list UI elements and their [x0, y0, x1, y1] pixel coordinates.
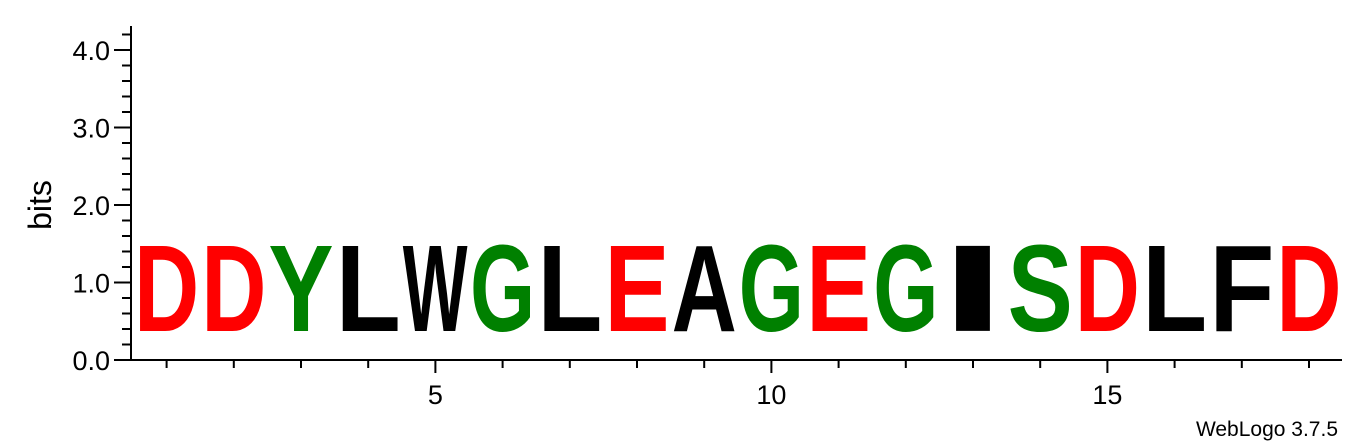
logo-letter: W: [403, 221, 468, 358]
y-tick-label: 2.0: [72, 191, 110, 221]
logo-letter-pos-4: L: [336, 221, 401, 358]
y-axis-ticks: 0.0 1.0 2.0 3.0 4.0: [72, 35, 131, 377]
logo-letter: D: [1276, 219, 1341, 357]
logo-letter-pos-12: G: [873, 220, 938, 358]
y-tick-label: 4.0: [72, 36, 110, 66]
logo-letter-pos-11: E: [806, 219, 871, 358]
logo-letter-pos-6: G: [470, 220, 535, 358]
logo-letter-pos-18: D: [1276, 219, 1341, 357]
logo-letter: S: [1008, 219, 1073, 358]
logo-letter-pos-7: L: [537, 221, 602, 358]
logo-letter: F: [1209, 221, 1274, 358]
y-axis-title: bits: [22, 180, 58, 230]
logo-letter-pos-13: I: [940, 219, 1005, 357]
logo-letter: A: [672, 219, 737, 357]
x-tick-label: 15: [1092, 380, 1122, 410]
logo-letter: D: [134, 219, 199, 357]
logo-letter: I: [940, 219, 1005, 357]
logo-letter: L: [537, 221, 602, 358]
logo-letter: G: [873, 220, 938, 358]
logo-letter: E: [604, 219, 669, 358]
logo-letter-pos-8: E: [604, 219, 669, 358]
x-axis-ticks: 5 10 15: [167, 360, 1309, 410]
logo-letter-pos-1: D: [134, 219, 199, 357]
logo-letter: D: [201, 219, 266, 357]
logo-letter: G: [470, 220, 535, 358]
logo-letter: Y: [268, 219, 333, 358]
logo-letter-pos-14: S: [1008, 219, 1073, 358]
logo-letter-pos-17: F: [1209, 221, 1274, 358]
logo-letter: L: [336, 221, 401, 358]
logo-letter: D: [1075, 219, 1140, 357]
logo-letter-pos-5: W: [403, 221, 468, 358]
weblogo-credit: WebLogo 3.7.5: [1196, 418, 1338, 441]
logo-letter-pos-10: G: [739, 220, 804, 358]
logo-letter-pos-16: L: [1142, 221, 1207, 358]
logo-letter-pos-15: D: [1075, 219, 1140, 357]
logo-letter: L: [1142, 221, 1207, 358]
x-tick-label: 5: [428, 380, 443, 410]
logo-letter: G: [739, 220, 804, 358]
y-tick-label: 0.0: [72, 346, 110, 376]
logo-letter-pos-2: D: [201, 219, 266, 357]
y-tick-label: 1.0: [72, 269, 110, 299]
x-tick-label: 10: [756, 380, 786, 410]
logo-letter-pos-3: Y: [268, 219, 333, 358]
logo-letter: E: [806, 219, 871, 358]
logo-letter-pos-9: A: [672, 219, 737, 357]
y-tick-label: 3.0: [72, 114, 110, 144]
